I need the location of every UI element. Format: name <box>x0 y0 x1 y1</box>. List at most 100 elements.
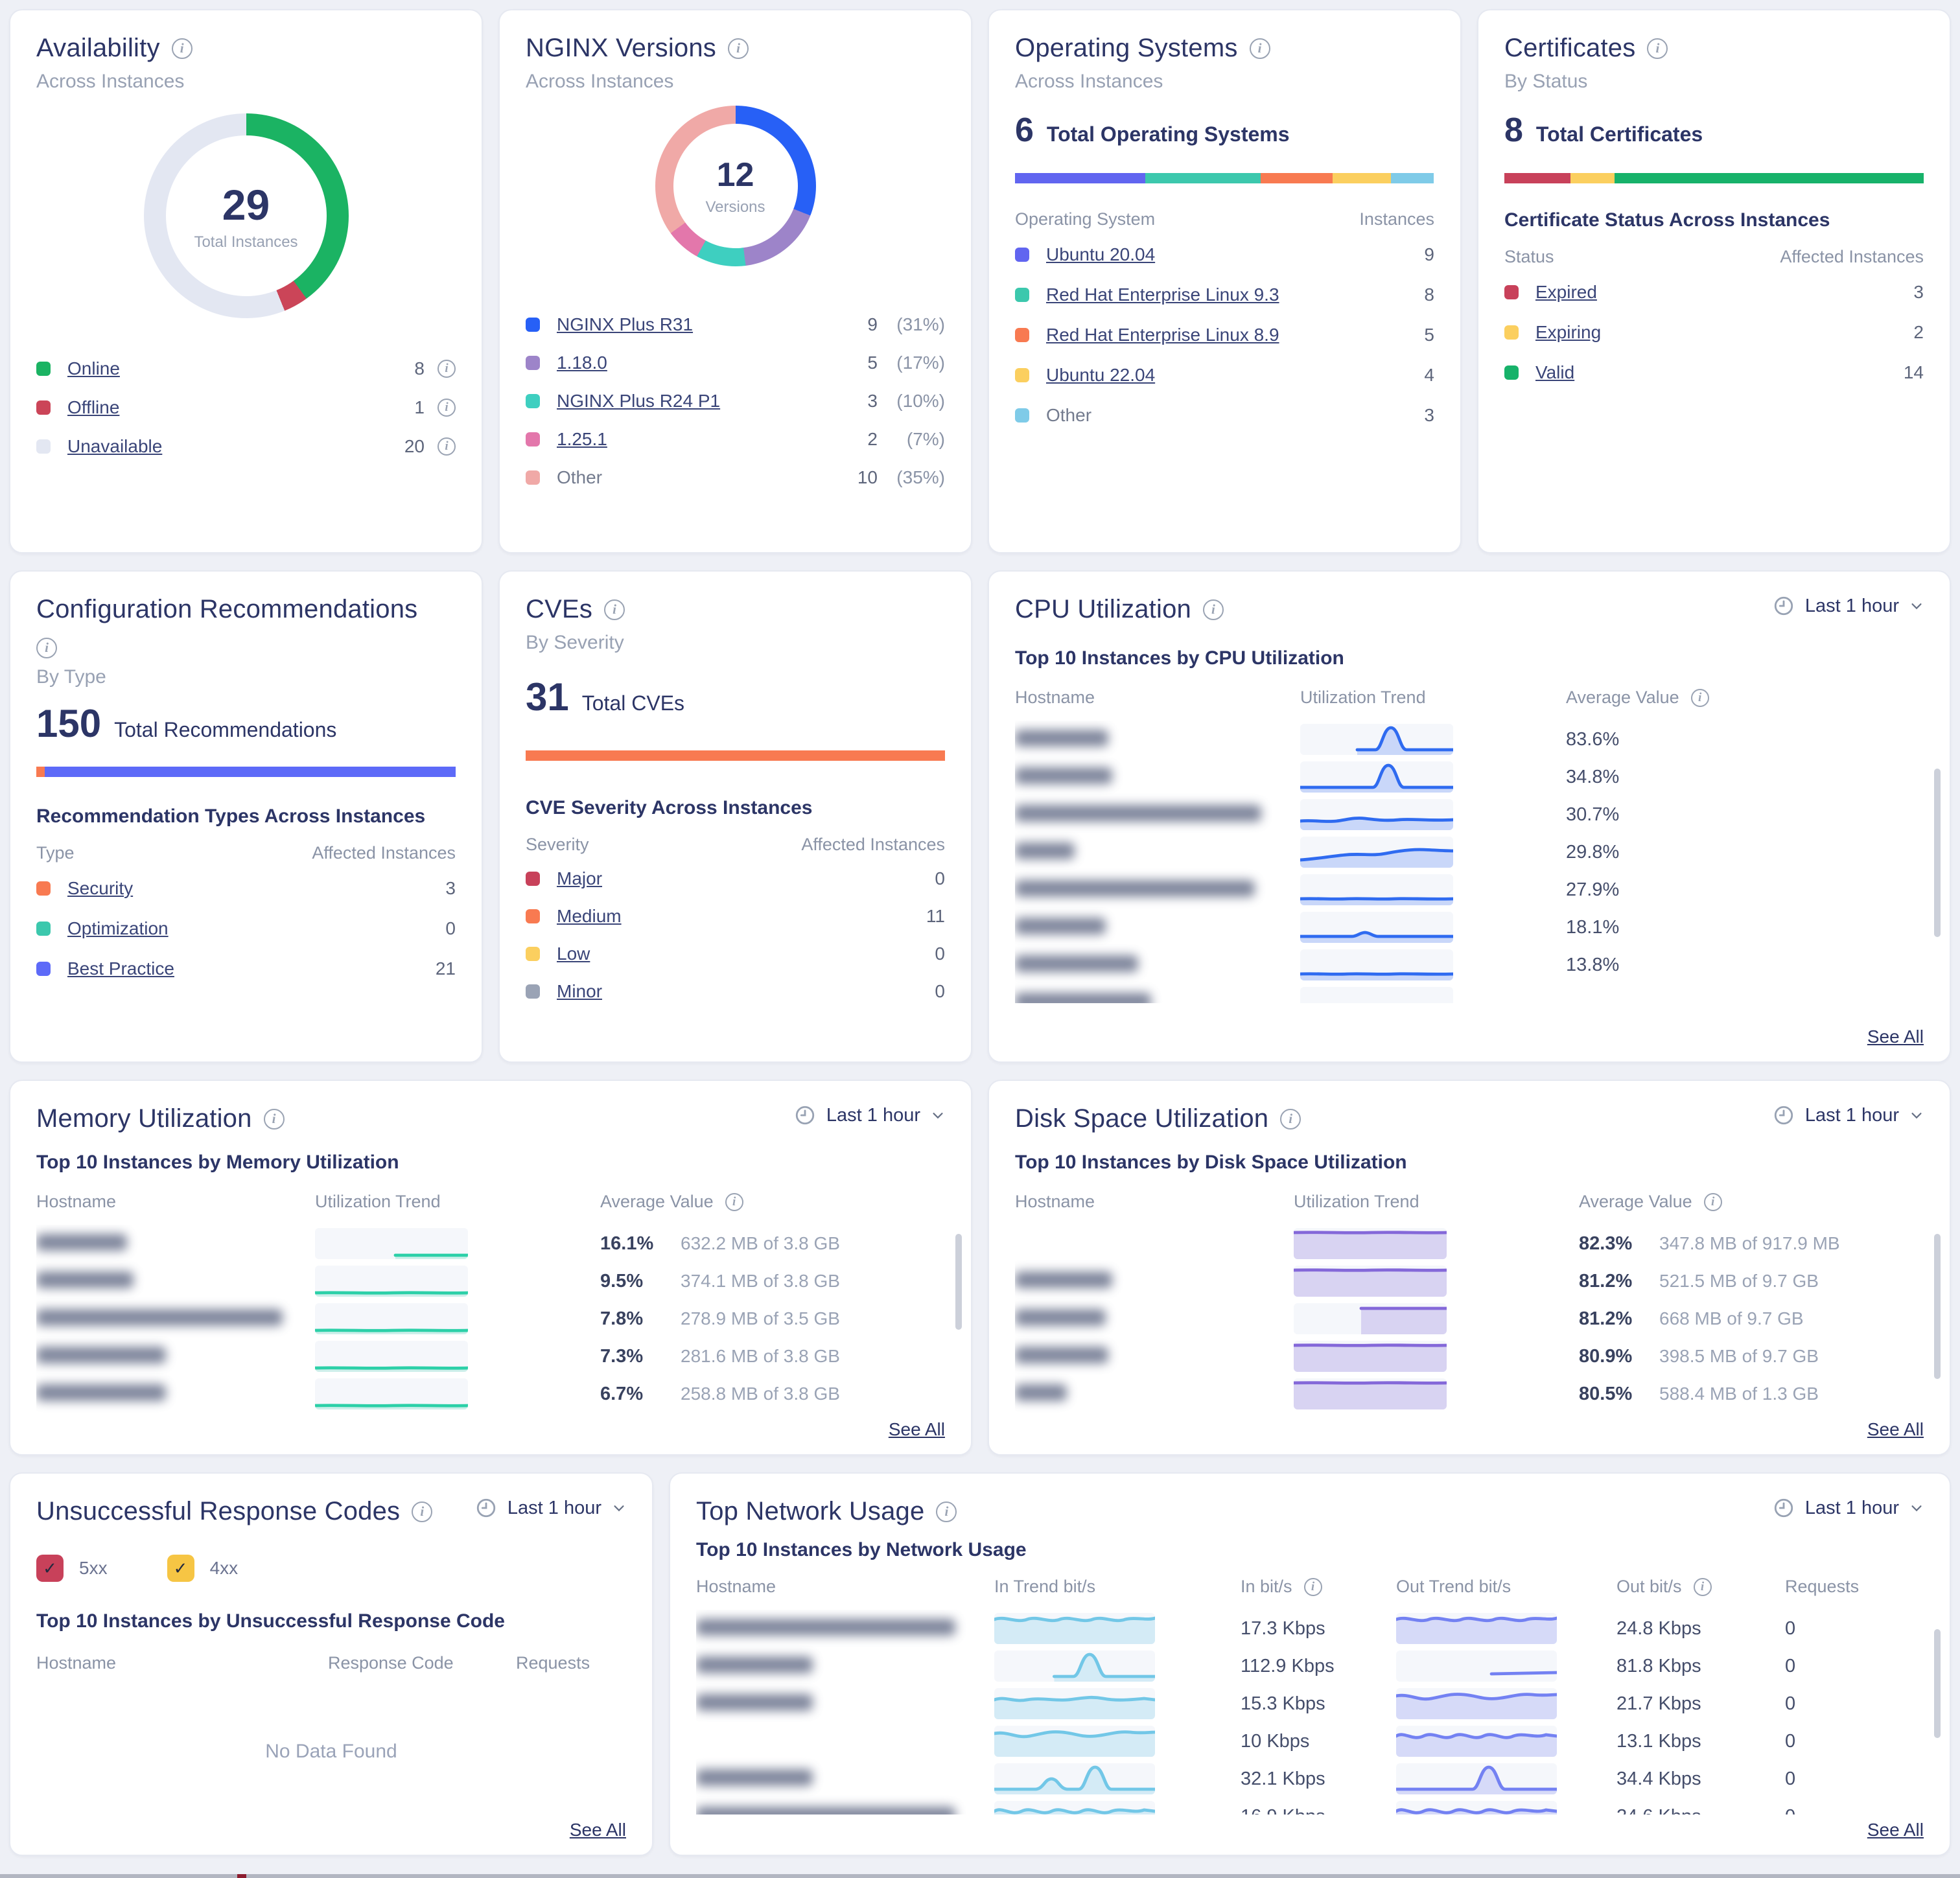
hostname-link-blurred[interactable] <box>696 1656 813 1673</box>
time-range-select[interactable]: Last 1 hour <box>1773 595 1924 617</box>
severity-link[interactable]: Low <box>557 944 590 964</box>
time-range-select[interactable]: Last 1 hour <box>1773 1497 1924 1519</box>
hostname-link-blurred[interactable] <box>1015 729 1108 747</box>
info-icon[interactable]: i <box>438 437 456 456</box>
os-link[interactable]: Other <box>1046 405 1092 425</box>
status-link[interactable]: Valid <box>1535 362 1575 382</box>
hostname-link-blurred[interactable] <box>1015 992 1151 1003</box>
os-link[interactable]: Ubuntu 22.04 <box>1046 365 1156 385</box>
table-header: Type Affected Instances <box>36 842 456 863</box>
os-link[interactable]: Ubuntu 20.04 <box>1046 244 1156 264</box>
legend-row: 1.25.1 2 (7%) <box>526 420 945 458</box>
legend-link[interactable]: 1.18.0 <box>557 352 607 373</box>
in-trend-sparkline <box>994 1726 1155 1757</box>
response-code-checkbox[interactable]: ✓ 4xx <box>167 1555 238 1582</box>
disk-trend-sparkline <box>1294 1341 1447 1372</box>
info-icon[interactable]: i <box>1647 38 1668 59</box>
instances-value: 3 <box>1424 405 1434 425</box>
info-icon[interactable]: i <box>1690 688 1709 707</box>
see-all-link[interactable]: See All <box>880 1419 945 1440</box>
info-icon[interactable]: i <box>438 360 456 378</box>
card-subtitle: By Severity <box>526 632 624 653</box>
hostname-link-blurred[interactable] <box>696 1693 813 1711</box>
hostname-link-blurred[interactable] <box>36 1308 283 1326</box>
hostname-link-blurred[interactable] <box>1015 1308 1106 1326</box>
info-icon[interactable]: i <box>412 1501 433 1522</box>
info-icon[interactable]: i <box>1202 599 1224 620</box>
type-link[interactable]: Security <box>67 877 134 898</box>
table-header: Operating System Instances <box>1015 209 1434 229</box>
table-row: Major 0 <box>526 860 945 898</box>
scrollbar-thumb[interactable] <box>1934 769 1941 937</box>
hostname-link-blurred[interactable] <box>1015 917 1106 934</box>
legend-link[interactable]: NGINX Plus R31 <box>557 314 694 334</box>
severity-link[interactable]: Major <box>557 868 603 888</box>
checkbox-checked[interactable]: ✓ <box>36 1555 64 1582</box>
info-icon[interactable]: i <box>1303 1577 1322 1596</box>
affected-instances-value: 3 <box>1913 282 1924 302</box>
status-link[interactable]: Expired <box>1535 282 1597 302</box>
hostname-link-blurred[interactable] <box>36 1233 127 1251</box>
type-link[interactable]: Best Practice <box>67 958 174 979</box>
hostname-link-blurred[interactable] <box>1015 1384 1067 1401</box>
hostname-link-blurred[interactable] <box>696 1806 955 1814</box>
hostname-link-blurred[interactable] <box>1015 767 1112 784</box>
hostname-link-blurred[interactable] <box>696 1768 813 1786</box>
see-all-link[interactable]: See All <box>1859 1419 1924 1440</box>
total-os-value: 6 <box>1015 111 1034 149</box>
legend-link[interactable]: Unavailable <box>67 436 163 456</box>
hostname-link-blurred[interactable] <box>1015 1271 1112 1288</box>
legend-row: Offline 1 i <box>36 388 456 427</box>
hostname-link-blurred[interactable] <box>1015 879 1255 897</box>
hostname-link-blurred[interactable] <box>36 1346 166 1363</box>
see-all-link[interactable]: See All <box>1859 1026 1924 1047</box>
info-icon[interactable]: i <box>36 637 57 658</box>
info-icon[interactable]: i <box>263 1108 285 1130</box>
hostname-link-blurred[interactable] <box>1015 804 1261 822</box>
scrollbar-thumb[interactable] <box>1934 1234 1941 1379</box>
time-range-select[interactable]: Last 1 hour <box>794 1104 945 1126</box>
time-range-select[interactable]: Last 1 hour <box>475 1497 626 1519</box>
legend-link[interactable]: NGINX Plus R24 P1 <box>557 390 721 411</box>
info-icon[interactable]: i <box>438 399 456 417</box>
info-icon[interactable]: i <box>604 599 625 620</box>
memory-size: 374.1 MB of 3.8 GB <box>681 1271 840 1291</box>
status-link[interactable]: Expiring <box>1535 322 1602 342</box>
table-row: 17.3 Kbps 24.8 Kbps 0 <box>696 1610 1924 1647</box>
os-link[interactable]: Red Hat Enterprise Linux 9.3 <box>1046 284 1279 305</box>
out-trend-sparkline <box>1396 1726 1557 1757</box>
os-link[interactable]: Red Hat Enterprise Linux 8.9 <box>1046 325 1279 345</box>
table-header: Hostname Utilization Trend Average Value… <box>36 1192 945 1212</box>
checkbox-checked[interactable]: ✓ <box>167 1555 194 1582</box>
legend-link[interactable]: Offline <box>67 397 120 417</box>
hostname-link-blurred[interactable] <box>36 1384 166 1401</box>
info-icon[interactable]: i <box>1703 1192 1722 1211</box>
info-icon[interactable]: i <box>728 38 749 59</box>
info-icon[interactable]: i <box>1693 1577 1712 1596</box>
time-range-select[interactable]: Last 1 hour <box>1773 1104 1924 1126</box>
see-all-link[interactable]: See All <box>561 1820 626 1840</box>
severity-link[interactable]: Minor <box>557 981 603 1001</box>
hostname-link-blurred[interactable] <box>1015 955 1138 972</box>
hostname-link-blurred[interactable] <box>1015 842 1075 859</box>
versions-label: Versions <box>705 198 765 216</box>
legend-link[interactable]: Other <box>557 467 603 487</box>
response-code-checkbox[interactable]: ✓ 5xx <box>36 1555 108 1582</box>
legend-percent: (31%) <box>896 314 945 334</box>
severity-link[interactable]: Medium <box>557 906 622 926</box>
scrollbar-thumb[interactable] <box>955 1234 962 1330</box>
info-icon[interactable]: i <box>1280 1108 1301 1130</box>
hostname-link-blurred[interactable] <box>1015 1346 1108 1363</box>
scrollbar-thumb[interactable] <box>1934 1629 1941 1738</box>
see-all-link[interactable]: See All <box>1859 1820 1924 1840</box>
affected-instances-value: 11 <box>926 906 945 926</box>
info-icon[interactable]: i <box>725 1192 743 1211</box>
info-icon[interactable]: i <box>1249 38 1270 59</box>
type-link[interactable]: Optimization <box>67 918 169 938</box>
legend-link[interactable]: Online <box>67 358 120 378</box>
legend-link[interactable]: 1.25.1 <box>557 428 607 449</box>
info-icon[interactable]: i <box>171 38 192 59</box>
info-icon[interactable]: i <box>936 1501 957 1522</box>
hostname-link-blurred[interactable] <box>36 1271 134 1288</box>
hostname-link-blurred[interactable] <box>696 1618 955 1636</box>
